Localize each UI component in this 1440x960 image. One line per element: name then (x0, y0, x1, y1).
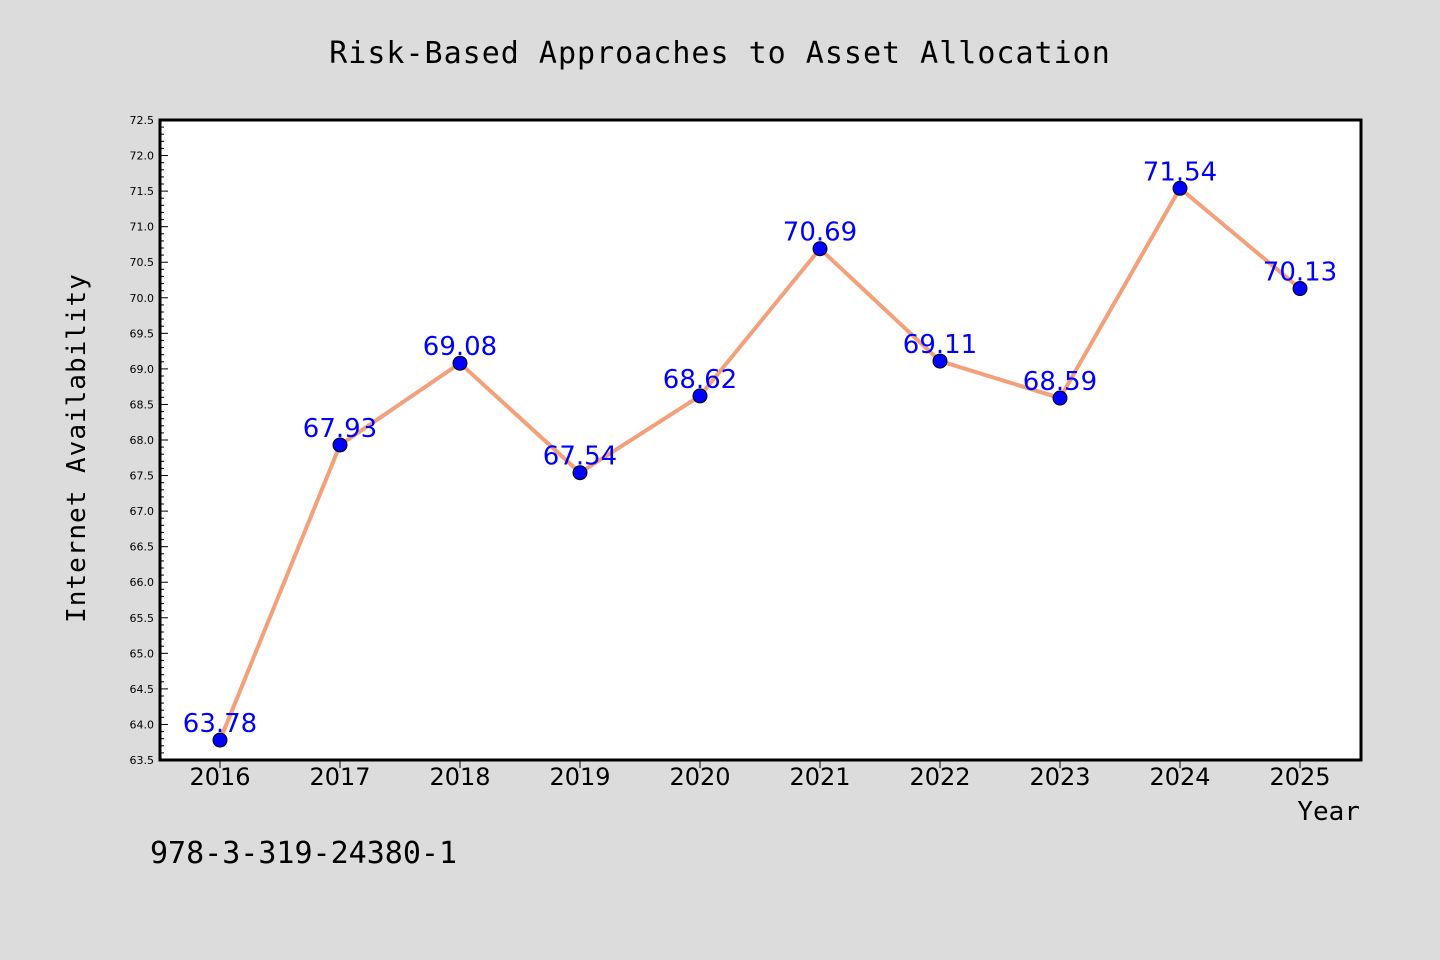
isbn-text: 978-3-319-24380-1 (150, 836, 457, 871)
data-point (812, 241, 828, 257)
data-label: 63.78 (183, 709, 257, 739)
y-tick-label: 70.5 (130, 256, 155, 269)
y-tick-label: 64.0 (130, 718, 155, 731)
series-layer: 63.78 67.93 69.08 67.54 68.62 70.69 69.11 68.59… (183, 157, 1337, 748)
y-tick-label: 65.0 (130, 647, 155, 660)
data-label: 71.54 (1143, 157, 1217, 187)
x-tick-label: 2024 (1149, 763, 1210, 791)
x-tick-label: 2018 (429, 763, 490, 791)
y-tick-label: 66.5 (130, 541, 155, 554)
data-label: 70.69 (783, 218, 857, 248)
data-label: 67.54 (543, 442, 617, 472)
data-label: 67.93 (303, 414, 377, 444)
x-tick-label: 2023 (1029, 763, 1090, 791)
y-tick-label: 72.5 (130, 114, 155, 127)
x-tick-label: 2020 (669, 763, 730, 791)
data-label: 70.13 (1263, 258, 1337, 288)
y-axis-label: Internet Availability (62, 273, 92, 623)
plot-area (158, 118, 1363, 762)
y-axis: 63.5 64.0 64.5 65.0 65.5 66.0 66.5 67.0 67.5 68.0… (130, 114, 168, 767)
data-label: 68.62 (663, 365, 737, 395)
x-tick-label: 2017 (309, 763, 370, 791)
data-point (1172, 180, 1188, 196)
x-tick-label: 2022 (909, 763, 970, 791)
data-label: 68.59 (1023, 367, 1097, 397)
y-tick-label: 68.5 (130, 398, 155, 411)
data-point (452, 355, 468, 371)
x-tick-label: 2019 (549, 763, 610, 791)
chart-title: Risk-Based Approaches to Asset Allocatio… (329, 36, 1111, 71)
y-tick-label: 64.5 (130, 683, 155, 696)
y-tick-label: 69.0 (130, 363, 155, 376)
y-tick-label: 72.0 (130, 150, 155, 163)
y-tick-label: 66.0 (130, 576, 155, 589)
data-point (692, 388, 708, 404)
x-tick-label: 2016 (189, 763, 250, 791)
series-line (218, 186, 1302, 743)
data-label: 69.11 (903, 330, 977, 360)
x-tick-label: 2025 (1269, 763, 1330, 791)
y-tick-label: 69.5 (130, 327, 155, 340)
y-tick-label: 71.0 (130, 221, 155, 234)
y-tick-label: 68.0 (130, 434, 155, 447)
y-tick-label: 67.0 (130, 505, 155, 518)
data-point (932, 353, 948, 369)
y-tick-label: 71.5 (130, 185, 155, 198)
y-tick-label: 63.5 (130, 754, 155, 767)
data-label: 69.08 (423, 332, 497, 362)
x-axis: 2016 2017 2018 2019 2020 2021 2022 2023 2024 2025 (189, 760, 1331, 791)
y-tick-label: 65.5 (130, 612, 155, 625)
y-tick-label: 70.0 (130, 292, 155, 305)
y-tick-label: 67.5 (130, 470, 155, 483)
data-point (332, 437, 348, 453)
x-tick-label: 2021 (789, 763, 850, 791)
data-point (212, 732, 228, 748)
data-point (1052, 390, 1068, 406)
data-point (572, 465, 588, 481)
data-point (1292, 281, 1308, 297)
x-axis-label: Year (1297, 797, 1360, 827)
